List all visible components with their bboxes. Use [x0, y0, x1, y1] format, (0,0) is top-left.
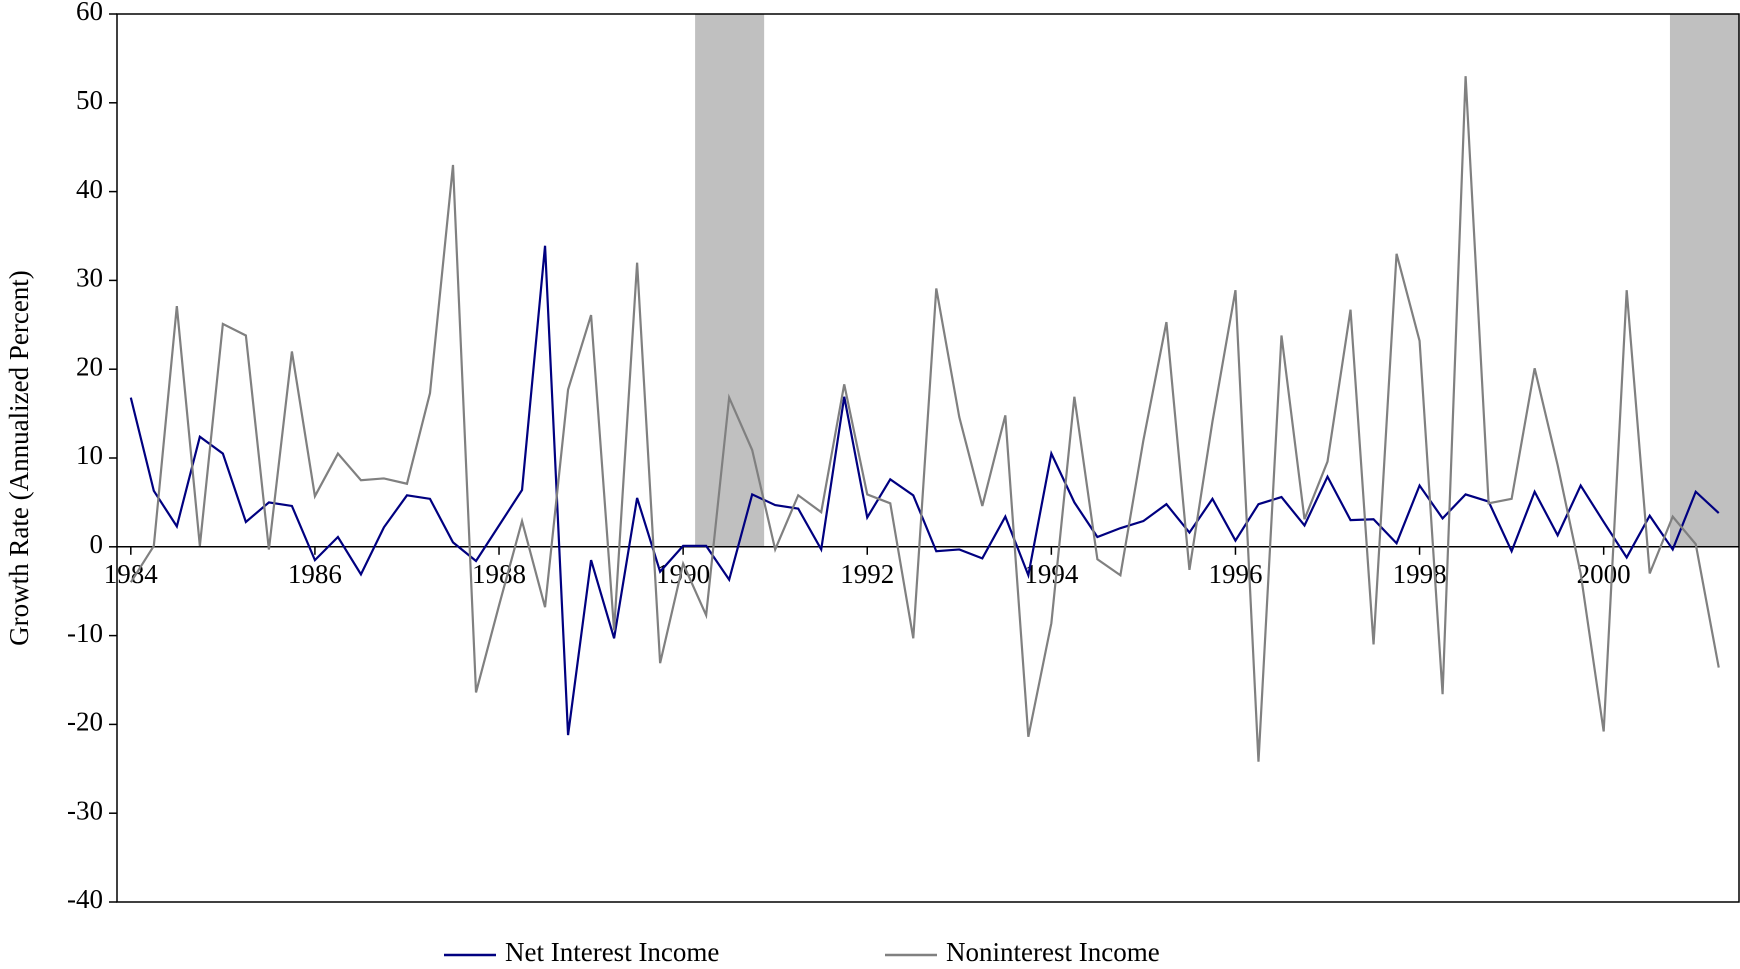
series-line — [129, 76, 1720, 762]
plot-frame — [116, 13, 1740, 903]
y-tick-label: 30 — [76, 263, 103, 293]
legend-label: Net Interest Income — [505, 937, 719, 967]
y-tick-label: 40 — [76, 174, 103, 204]
x-tick-label: 1986 — [288, 559, 342, 589]
x-tick-label: 1992 — [840, 559, 894, 589]
y-tick-label: -40 — [67, 884, 103, 914]
y-tick-label: 0 — [90, 529, 104, 559]
y-tick-label: 10 — [76, 440, 103, 470]
recession-band — [1669, 14, 1739, 547]
y-tick-label: 20 — [76, 351, 103, 381]
y-tick-label: 50 — [76, 85, 103, 115]
legend-label: Noninterest Income — [946, 937, 1160, 967]
recession-band — [695, 14, 765, 547]
x-tick-label: 2000 — [1577, 559, 1631, 589]
x-tick-label: 1994 — [1024, 559, 1079, 589]
y-axis-label: Growth Rate (Annualized Percent) — [4, 270, 34, 646]
x-tick-label: 1998 — [1393, 559, 1447, 589]
x-tick-label: 1996 — [1208, 559, 1262, 589]
series-line — [129, 245, 1720, 736]
y-tick-label: 60 — [76, 0, 103, 26]
y-tick-label: -20 — [67, 707, 103, 737]
y-tick-label: -30 — [67, 795, 103, 825]
x-tick-label: 1988 — [472, 559, 526, 589]
x-tick-label: 1984 — [104, 559, 159, 589]
y-tick-label: -10 — [67, 618, 103, 648]
